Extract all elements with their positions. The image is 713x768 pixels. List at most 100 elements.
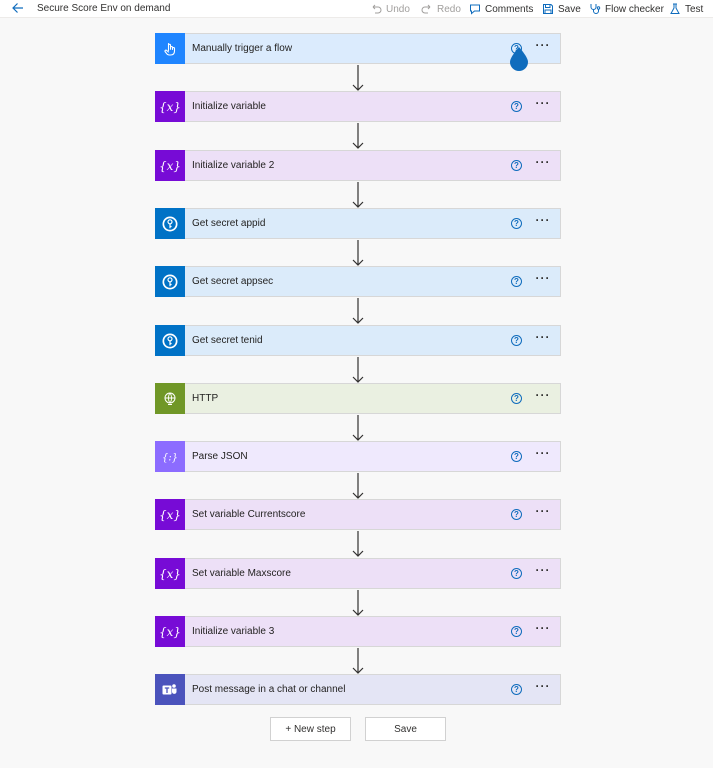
svg-text:{:}: {:}: [162, 452, 178, 463]
help-icon[interactable]: ?: [511, 451, 522, 462]
command-bar: Secure Score Env on demand Undo Redo Com…: [0, 0, 713, 18]
more-options-icon[interactable]: ···: [535, 96, 551, 110]
more-options-icon[interactable]: ···: [535, 621, 551, 635]
help-icon[interactable]: ?: [511, 568, 522, 579]
flow-step-card[interactable]: HTTP? ···: [155, 383, 561, 414]
flow-step-label: Post message in a chat or channel: [192, 684, 346, 695]
flow-step-card[interactable]: {x} Set variable Maxscore? ···: [155, 558, 561, 589]
connector-arrow-icon: [352, 648, 364, 674]
save-command-button[interactable]: Save: [542, 2, 581, 16]
help-icon[interactable]: ?: [511, 101, 522, 112]
comments-button[interactable]: Comments: [469, 2, 533, 16]
svg-text:{x}: {x}: [160, 100, 180, 114]
more-options-icon[interactable]: ···: [535, 330, 551, 344]
variable-icon: {x}: [155, 616, 185, 647]
help-icon[interactable]: ?: [511, 335, 522, 346]
help-icon[interactable]: ?: [511, 160, 522, 171]
more-options-icon[interactable]: ···: [535, 155, 551, 169]
teams-icon: [155, 674, 185, 705]
help-icon[interactable]: ?: [511, 509, 522, 520]
help-icon[interactable]: ?: [511, 626, 522, 637]
flow-step-card[interactable]: Get secret tenid? ···: [155, 325, 561, 356]
back-arrow-icon[interactable]: [11, 1, 27, 17]
keyvault-icon: [155, 208, 185, 239]
redo-icon: [421, 3, 433, 15]
flow-step-card[interactable]: Get secret appsec? ···: [155, 266, 561, 297]
undo-icon: [370, 3, 382, 15]
variable-icon: {x}: [155, 150, 185, 181]
more-options-icon[interactable]: ···: [535, 446, 551, 460]
keyvault-icon: [155, 325, 185, 356]
connector-arrow-icon: [352, 357, 364, 383]
flow-step-card[interactable]: Post message in a chat or channel? ···: [155, 674, 561, 705]
help-icon[interactable]: ?: [511, 684, 522, 695]
flow-step-label: Manually trigger a flow: [192, 43, 293, 54]
flow-step-card[interactable]: Get secret appid? ···: [155, 208, 561, 239]
flow-step-label: Set variable Currentscore: [192, 509, 306, 520]
flow-step-label: Get secret tenid: [192, 335, 263, 346]
more-options-icon[interactable]: ···: [535, 388, 551, 402]
flow-step-label: Set variable Maxscore: [192, 568, 291, 579]
flow-checker-label: Flow checker: [605, 3, 664, 15]
flow-step-label: HTTP: [192, 393, 219, 404]
svg-text:{x}: {x}: [160, 508, 180, 522]
help-icon[interactable]: ?: [511, 393, 522, 404]
svg-text:{x}: {x}: [160, 567, 180, 581]
beaker-icon: [669, 3, 681, 15]
connector-arrow-icon: [352, 531, 364, 557]
flow-canvas: Manually trigger a flow? ··· {x} Initialize…: [0, 18, 713, 768]
save-icon: [542, 3, 554, 15]
json-icon: {:}: [155, 441, 185, 472]
help-icon[interactable]: ?: [511, 276, 522, 287]
save-button[interactable]: Save: [365, 717, 446, 741]
connector-arrow-icon: [352, 240, 364, 266]
more-options-icon[interactable]: ···: [535, 679, 551, 693]
more-options-icon[interactable]: ···: [535, 504, 551, 518]
new-step-button[interactable]: + New step: [270, 717, 351, 741]
flow-step-label: Initialize variable 2: [192, 160, 275, 171]
variable-icon: {x}: [155, 91, 185, 122]
save-command-label: Save: [558, 3, 581, 15]
undo-label: Undo: [386, 3, 410, 15]
connector-arrow-icon: [352, 415, 364, 441]
test-button[interactable]: Test: [669, 2, 703, 16]
variable-icon: {x}: [155, 558, 185, 589]
drop-indicator-icon: [510, 47, 528, 71]
connector-arrow-icon: [352, 182, 364, 208]
flow-step-card[interactable]: Manually trigger a flow? ···: [155, 33, 561, 64]
variable-icon: {x}: [155, 499, 185, 530]
keyvault-icon: [155, 266, 185, 297]
test-label: Test: [685, 3, 704, 15]
more-options-icon[interactable]: ···: [535, 271, 551, 285]
stethoscope-icon: [589, 3, 601, 15]
flow-step-card[interactable]: {x} Set variable Currentscore? ···: [155, 499, 561, 530]
flow-step-label: Parse JSON: [192, 451, 248, 462]
connector-arrow-icon: [352, 123, 364, 149]
more-options-icon[interactable]: ···: [535, 563, 551, 577]
connector-arrow-icon: [352, 473, 364, 499]
flow-step-card[interactable]: {x} Initialize variable 3? ···: [155, 616, 561, 647]
flow-step-label: Initialize variable: [192, 101, 266, 112]
flow-step-label: Get secret appsec: [192, 276, 274, 287]
flow-checker-button[interactable]: Flow checker: [589, 2, 664, 16]
more-options-icon[interactable]: ···: [535, 213, 551, 227]
flow-title: Secure Score Env on demand: [37, 3, 171, 14]
flow-step-card[interactable]: {x} Initialize variable? ···: [155, 91, 561, 122]
comments-label: Comments: [485, 3, 534, 15]
flow-step-label: Get secret appid: [192, 218, 266, 229]
redo-label: Redo: [437, 3, 461, 15]
http-icon: [155, 383, 185, 414]
flow-step-label: Initialize variable 3: [192, 626, 275, 637]
undo-button[interactable]: Undo: [370, 2, 410, 16]
connector-arrow-icon: [352, 590, 364, 616]
redo-button[interactable]: Redo: [421, 2, 461, 16]
flow-step-card[interactable]: {:} Parse JSON? ···: [155, 441, 561, 472]
connector-arrow-icon: [352, 298, 364, 324]
svg-text:{x}: {x}: [160, 159, 180, 173]
connector-arrow-icon: [352, 65, 364, 91]
flow-step-card[interactable]: {x} Initialize variable 2? ···: [155, 150, 561, 181]
comment-icon: [469, 3, 481, 15]
help-icon[interactable]: ?: [511, 218, 522, 229]
more-options-icon[interactable]: ···: [535, 38, 551, 52]
trigger-icon: [155, 33, 185, 64]
